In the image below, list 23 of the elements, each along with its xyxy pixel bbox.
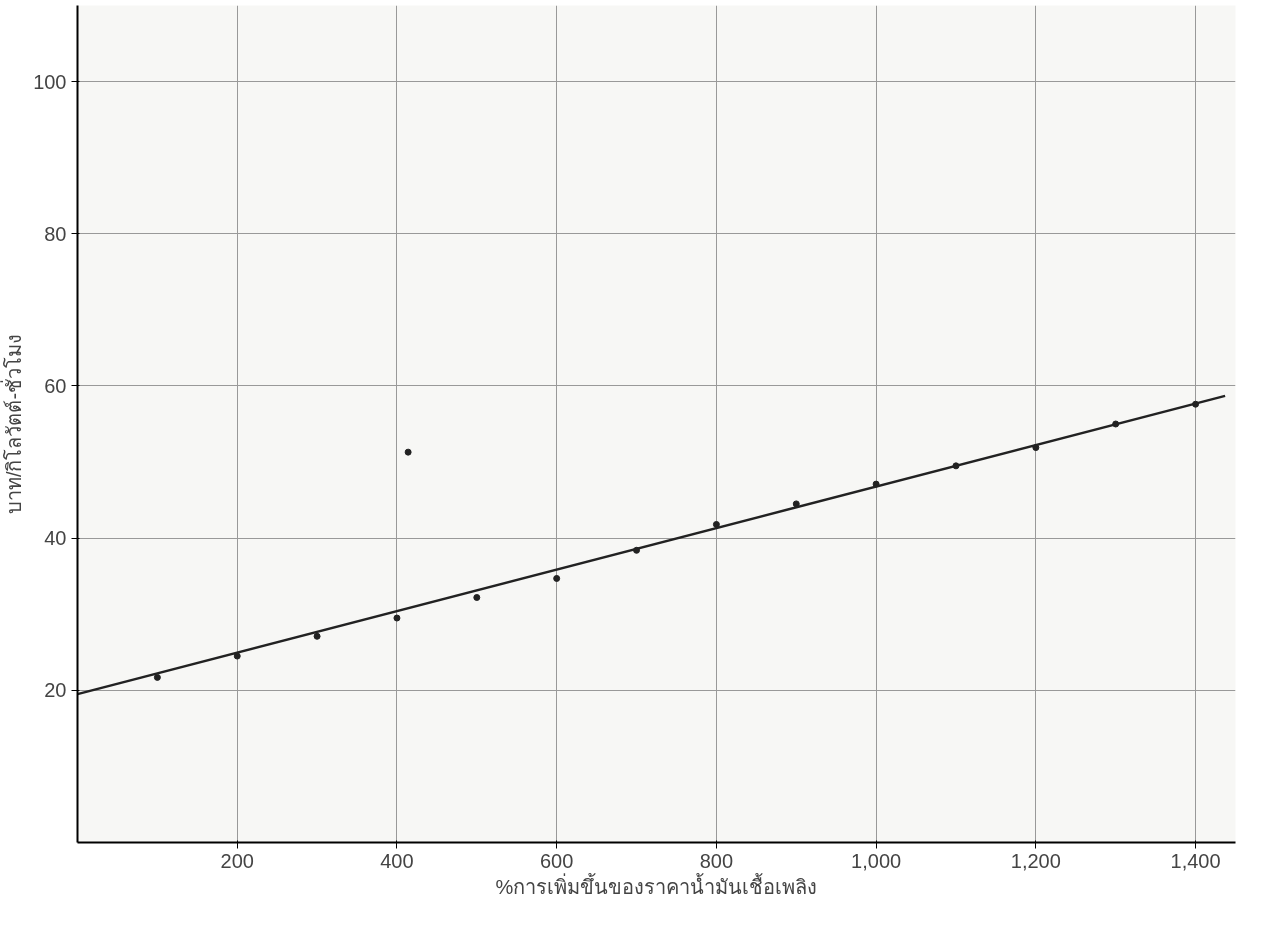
y-tick-label: 100 [33, 70, 67, 93]
x-tick-label: 800 [699, 849, 734, 872]
point [473, 593, 481, 601]
point [313, 632, 321, 640]
y-axis-title: บาท/กิโลวัตต์-ชั่วโมง [0, 333, 26, 515]
x-tick-label: 1,000 [851, 849, 902, 872]
x-axis-title: %การเพิ่มขึ้นของราคาน้ำมันเชื้อเพลิง [495, 872, 818, 898]
y-tick-label: 40 [44, 527, 67, 550]
x-tick-label: 200 [220, 849, 254, 872]
point [712, 520, 720, 528]
point [153, 673, 161, 681]
point [404, 448, 412, 456]
point [393, 614, 401, 622]
point [792, 500, 800, 508]
x-tick-label: 400 [380, 849, 414, 872]
x-tick-label: 600 [539, 849, 574, 872]
point [553, 574, 561, 582]
x-tick-label: 1,400 [1170, 849, 1221, 872]
y-tick-label: 20 [44, 679, 67, 702]
y-tick-label: 60 [44, 374, 67, 397]
x-tick-label: 1,200 [1010, 849, 1061, 872]
y-tick-label: 80 [44, 222, 67, 245]
point [233, 652, 241, 660]
